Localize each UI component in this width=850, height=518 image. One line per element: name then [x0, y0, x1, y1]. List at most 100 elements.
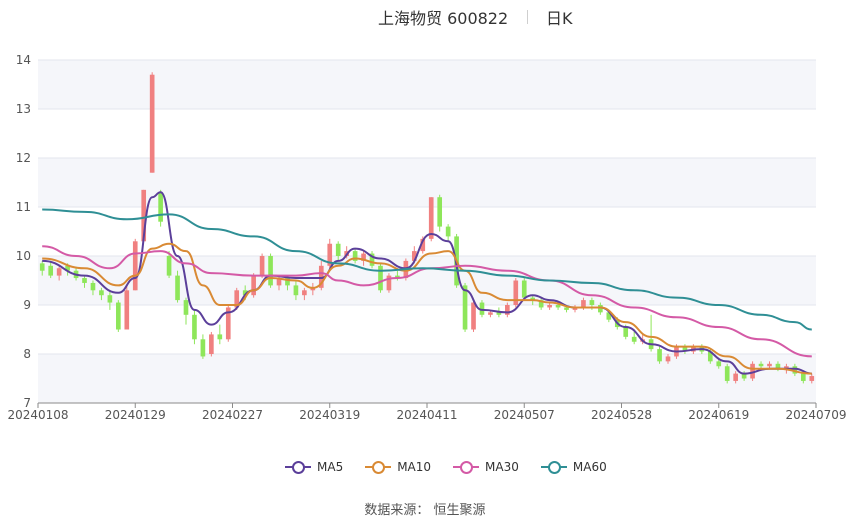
candle-body — [209, 334, 214, 354]
candle-body — [530, 297, 536, 301]
chart-title-bar: 上海物贸 600822 日K — [0, 5, 850, 29]
candle-body — [310, 287, 316, 291]
y-tick-label: 9 — [23, 298, 31, 312]
candle-body — [572, 307, 578, 310]
candle-body — [276, 278, 282, 286]
candle-body — [56, 268, 62, 276]
candle-body — [116, 302, 121, 330]
candle-body — [107, 295, 113, 303]
candle-body — [39, 263, 45, 271]
candle-body — [268, 256, 273, 286]
legend-item-ma60[interactable]: MA60 — [540, 458, 607, 476]
candle-body — [800, 373, 806, 381]
candle-body — [352, 251, 358, 261]
data-source-note: 数据来源： 恒生聚源 — [364, 503, 486, 518]
legend-swatch-ma30 — [453, 460, 480, 474]
candle-body — [65, 265, 70, 271]
candle-body — [707, 351, 713, 362]
title-separator — [527, 10, 528, 24]
ma-line-ma10 — [42, 242, 812, 375]
candle-body — [792, 366, 798, 374]
candle-body — [581, 300, 586, 308]
grid-band — [38, 256, 816, 305]
candle-body — [420, 238, 426, 252]
candle-body — [606, 312, 612, 320]
candle-body — [378, 265, 383, 291]
candle-body — [327, 243, 333, 266]
candle-body — [513, 280, 519, 305]
legend-swatch-ma10 — [365, 460, 392, 474]
candle-body — [192, 314, 197, 340]
legend-item-ma10[interactable]: MA10 — [365, 458, 431, 476]
ma-line-ma60 — [42, 208, 812, 331]
candle-body — [242, 290, 248, 296]
legend-swatch-ma5 — [285, 460, 311, 474]
candle-body — [99, 290, 104, 296]
candle-body — [809, 376, 815, 381]
legend-swatch-ma60 — [540, 460, 567, 474]
candle-body — [361, 253, 366, 261]
candle-body — [234, 290, 240, 308]
candle-body — [471, 302, 476, 330]
candle-body — [90, 282, 96, 291]
y-tick-label: 10 — [16, 249, 31, 263]
candle-body — [335, 243, 341, 256]
candle-body — [767, 363, 772, 367]
y-tick-label: 13 — [16, 102, 31, 116]
x-tick-label: 20240319 — [299, 408, 360, 422]
candle-body — [724, 366, 730, 381]
candle-body — [166, 256, 172, 276]
candle-body — [445, 226, 451, 237]
candle-body — [302, 290, 307, 296]
legend-item-ma30[interactable]: MA30 — [453, 458, 519, 476]
candle-body — [775, 363, 781, 369]
candle-body — [547, 305, 552, 308]
candle-body — [395, 275, 400, 279]
candle-body — [141, 189, 147, 242]
y-tick-label: 7 — [23, 396, 31, 410]
candle-body — [657, 349, 662, 362]
candle-body — [259, 256, 265, 276]
legend-label-ma10: MA10 — [397, 460, 432, 474]
candle-body — [251, 275, 256, 296]
x-tick-label: 20240528 — [591, 408, 652, 422]
candle-body — [564, 307, 569, 310]
candle-body — [758, 363, 764, 367]
candle-body — [750, 363, 755, 379]
y-tick-label: 12 — [16, 151, 31, 165]
candle-body — [285, 278, 290, 286]
candle-body — [158, 192, 163, 222]
ma-line-ma30 — [42, 245, 812, 358]
candle-body — [589, 300, 595, 305]
x-tick-label: 20240507 — [494, 408, 555, 422]
candle-body — [521, 280, 527, 298]
candle-body — [538, 300, 544, 308]
candle-body — [488, 312, 493, 315]
grid-band — [38, 60, 816, 109]
candle-body — [437, 197, 443, 227]
x-tick-label: 20240129 — [105, 408, 166, 422]
candle-body — [555, 305, 561, 308]
chart-title: 上海物贸 600822 — [378, 9, 509, 28]
legend-item-ma5[interactable]: MA5 — [285, 458, 343, 476]
candle-body — [479, 302, 485, 315]
candle-body — [386, 275, 392, 291]
chart-legend: MA5 MA10 MA30 MA60 — [285, 458, 607, 476]
grid-band — [38, 354, 816, 403]
y-tick-label: 14 — [16, 53, 31, 67]
candle-body — [132, 241, 138, 291]
candle-body — [318, 265, 324, 288]
candle-body — [784, 366, 789, 369]
candle-body — [200, 339, 206, 357]
legend-label-ma30: MA30 — [485, 460, 519, 474]
candle-body — [293, 285, 299, 296]
legend-label-ma60: MA60 — [572, 460, 607, 474]
candle-body — [665, 356, 671, 362]
y-tick-label: 8 — [23, 347, 31, 361]
candle-body — [733, 373, 738, 381]
x-tick-label: 20240227 — [202, 408, 263, 422]
candle-body — [48, 265, 54, 276]
candle-body — [428, 197, 434, 239]
candle-body — [183, 300, 189, 315]
x-tick-label: 20240108 — [7, 408, 68, 422]
